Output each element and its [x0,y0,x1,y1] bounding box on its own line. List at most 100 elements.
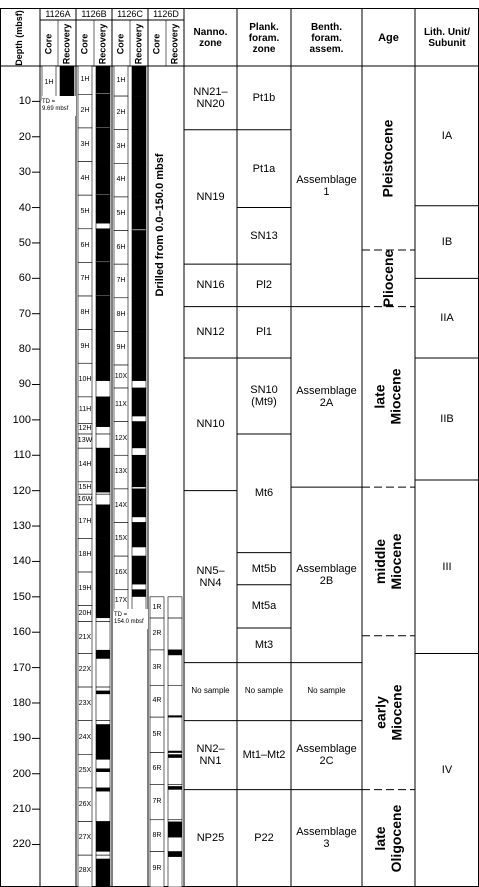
core-label: 1H [80,76,90,84]
core-label: 13W [77,437,93,445]
core-label: 4R [152,697,162,705]
recovery-header: Recovery [61,23,72,64]
core-label: 10X [114,372,128,380]
recovery-header: Recovery [97,23,108,64]
zone-label: No sample [244,686,284,696]
zone-label: SN10 (Mt9) [250,383,278,408]
recovery-bar [132,455,146,488]
core-label: 27X [78,834,92,842]
recovery-bar [132,522,146,548]
zone-header: Lith. Unit/ Subunit [423,27,471,49]
depth-header: Depth (mbsf) [14,10,25,66]
zone-label: NP25 [196,832,225,845]
recovery-bar [96,649,110,654]
recovery-bar [96,821,110,852]
recovery-bar [96,481,110,493]
core-label: 10H [78,376,92,384]
core-label: 3R [152,663,162,671]
recovery-box [167,716,183,753]
core-header: Core [43,33,54,54]
recovery-header: Recovery [169,23,180,64]
zone-label: P22 [254,832,274,845]
recovery-bar [168,851,182,857]
age-label: Pleistocene [379,119,396,197]
core-label: 20H [78,609,92,617]
recovery-bar [132,264,146,298]
zone-label: Pl2 [256,279,272,292]
recovery-bar [168,821,182,838]
recovery-bar [132,331,146,366]
core-label: 5H [80,208,90,216]
core-header: Core [151,33,162,54]
zone-label: Assemblage 2B [296,562,357,587]
recovery-bar [168,786,182,790]
depth-tick-label: 40 [18,201,31,214]
recovery-box [95,787,111,822]
recovery-bar [96,754,110,760]
depth-tick-label: 100 [12,413,31,426]
zone-label: No sample [191,686,230,696]
core-header: Core [79,33,90,54]
zone-header: Nanno. zone [193,27,228,49]
recovery-bar [96,605,110,619]
recovery-bar [168,754,182,758]
drilled-note: Drilled from 0.0–150.0 mbsf [153,153,166,297]
zone-header: Age [378,31,399,44]
recovery-bar [96,296,110,330]
site-name: 1126A [45,8,71,19]
depth-tick-label: 80 [18,343,31,356]
core-label: 14H [78,461,92,469]
core-label: 3H [116,142,126,150]
core-label: 8H [80,308,90,316]
core-label: 2H [80,107,90,115]
td-note: TD = 154.0 mbsf [114,609,148,629]
recovery-bar [96,262,110,296]
depth-tick-label: 180 [12,696,31,709]
recovery-bar [96,127,110,162]
core-label: 1R [152,603,162,611]
core-label: 2R [152,630,162,638]
core-label: 4H [80,174,90,182]
zone-label: Pt1a [252,162,276,175]
td-note: TD = 9.69 mbsf [42,96,76,116]
core-label: 1H [116,77,126,85]
zone-label: NN16 [196,279,225,292]
zone-label: NN19 [196,190,225,203]
recovery-bar [96,787,110,792]
recovery-bar [132,488,146,518]
recovery-bar [132,129,146,164]
depth-tick-label: 60 [18,272,31,285]
core-box [77,854,93,887]
core-label: 17X [114,596,128,604]
zone-label: Pl1 [256,326,272,339]
depth-tick-label: 140 [12,555,31,568]
core-label: 12H [78,424,92,432]
recovery-bar [96,858,110,887]
core-label: 11H [78,406,92,414]
core-label: 4H [116,176,126,184]
depth-tick-label: 90 [18,378,31,391]
depth-tick-label: 50 [18,236,31,249]
recovery-bar [96,572,110,606]
recovery-bar [96,66,110,94]
zone-label: SN13 [250,229,278,242]
zone-label: Mt3 [254,639,274,652]
age-label: Pliocene [379,249,396,308]
core-label: 9H [116,344,126,352]
zone-label: Assemblage 2A [296,384,357,409]
core-label: 16W [77,495,93,503]
recovery-bar [132,66,146,97]
zone-label: Mt5b [251,562,277,575]
recovery-bar [96,396,110,424]
recovery-bar [96,423,110,427]
recovery-bar [96,768,110,772]
core-label: 16X [114,569,128,577]
unit-label: IV [441,764,453,777]
zone-label: Assemblage 2C [296,743,357,768]
core-label: 9R [152,865,162,873]
core-label: 1H [44,79,54,87]
recovery-bar [132,556,146,585]
core-label: 7H [116,277,126,285]
core-label: 6H [116,243,126,251]
